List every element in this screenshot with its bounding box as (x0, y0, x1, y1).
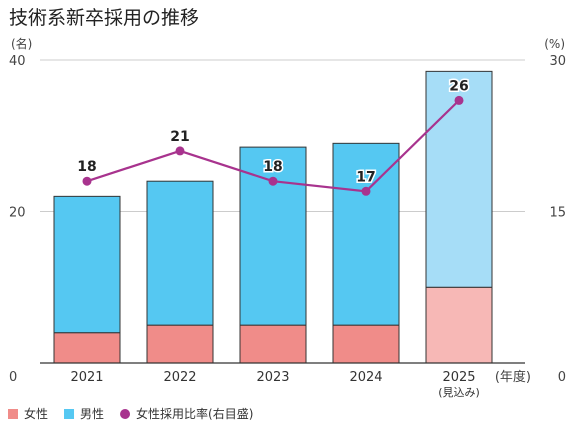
legend: 女性 男性 女性採用比率(右目盛) (8, 406, 253, 421)
ratio-data-label: 26 (449, 78, 468, 94)
category-label: 2021 (70, 370, 103, 385)
bars (53, 70, 493, 364)
category-note: (見込み) (438, 386, 480, 399)
chart-title: 技術系新卒採用の推移 (9, 7, 199, 29)
ratio-line: 18 21 18 17 26 (76, 77, 470, 196)
right-axis-unit: (%) (544, 37, 565, 51)
category-label: 2024 (349, 370, 382, 385)
legend-label: 男性 (80, 407, 104, 421)
bar-segment-男性 (53, 195, 121, 334)
bar-segment-女性 (425, 286, 493, 364)
legend-swatch (8, 409, 18, 419)
left-axis-unit: (名) (11, 36, 32, 51)
ratio-point (454, 95, 464, 105)
left-tick-label: 20 (9, 206, 26, 221)
bar-segment-女性 (146, 324, 214, 364)
left-tick-label: 0 (9, 370, 17, 385)
bar-segment-男性 (332, 142, 400, 326)
ratio-data-label: 18 (263, 159, 282, 175)
ratio-point (361, 186, 371, 196)
bar-segment-男性 (146, 180, 214, 326)
category-label: 2023 (256, 370, 289, 385)
bar-segment-女性 (239, 324, 307, 364)
right-tick-label: 30 (549, 54, 566, 69)
right-tick-label: 0 (558, 370, 566, 385)
right-tick-label: 15 (549, 206, 566, 221)
ratio-data-label: 17 (356, 169, 375, 185)
bar-segment-男性 (425, 70, 493, 288)
legend-label: 女性 (24, 406, 48, 421)
bar-segment-女性 (53, 332, 121, 364)
tick-labels: 0 20 40 0 15 30 (9, 54, 566, 385)
ratio-point (268, 176, 278, 186)
category-label: 2025 (442, 370, 475, 385)
bar-segment-女性 (332, 324, 400, 364)
ratio-data-label: 18 (77, 159, 96, 175)
legend-label: 女性採用比率(右目盛) (136, 406, 253, 421)
category-label: 2022 (163, 370, 196, 385)
ratio-point (175, 146, 185, 156)
ratio-data-label: 21 (170, 129, 189, 145)
x-axis-unit: (年度) (495, 369, 531, 385)
legend-swatch (64, 409, 75, 419)
category-labels: 2021 2022 2023 2024 2025(見込み) (70, 370, 479, 399)
legend-marker (120, 409, 131, 419)
left-tick-label: 40 (9, 54, 26, 69)
ratio-point (82, 176, 92, 186)
